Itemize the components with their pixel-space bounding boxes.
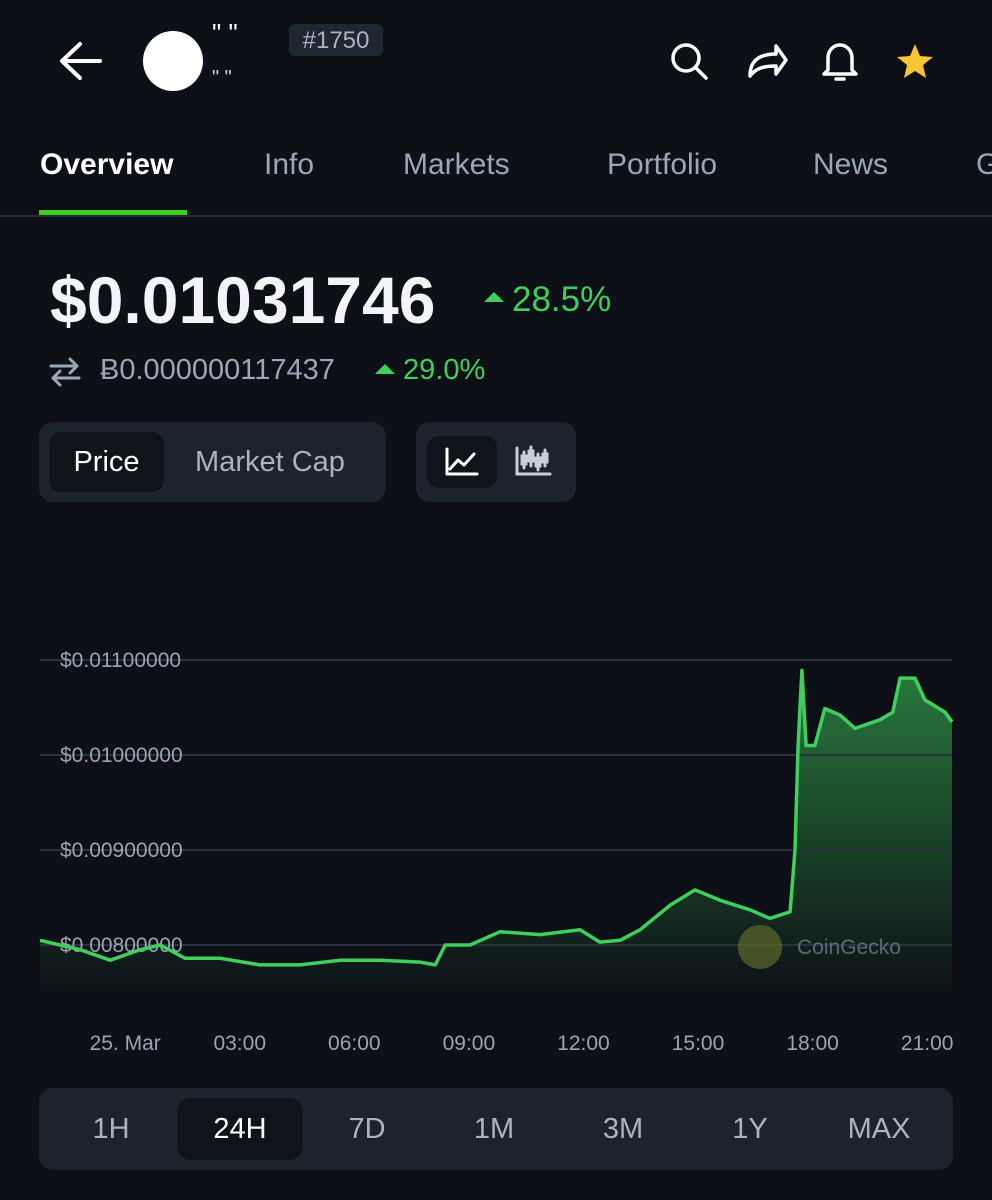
divider [0, 215, 992, 217]
coin-name: " " [212, 18, 238, 48]
bell-icon[interactable] [822, 43, 858, 81]
btc-change: 29.0% [403, 354, 486, 386]
x-tick-label: 21:00 [901, 1032, 954, 1055]
tab[interactable]: Info [264, 148, 315, 181]
price-area [40, 670, 952, 993]
rank-badge [289, 24, 383, 56]
price-btc: Ƀ0.000000117437 [100, 354, 335, 386]
toggle-option[interactable]: Market Cap [195, 445, 345, 478]
watermark-text: CoinGecko [797, 936, 901, 959]
x-tick-label: 09:00 [443, 1032, 496, 1055]
tab[interactable]: Markets [403, 148, 510, 181]
tab[interactable]: News [813, 148, 889, 181]
y-tick-label: $0.00900000 [60, 839, 183, 862]
header: " " " " #1750 [60, 18, 933, 91]
search-icon[interactable] [671, 43, 708, 80]
x-tick-label: 06:00 [328, 1032, 381, 1055]
tab[interactable]: Overview [40, 148, 174, 181]
x-tick-label: 12:00 [557, 1032, 610, 1055]
candle-chart-button[interactable] [510, 436, 560, 488]
range-option[interactable]: 3M [602, 1112, 644, 1145]
rank: #1750 [303, 27, 370, 54]
coin-avatar [143, 31, 203, 91]
share-icon[interactable] [748, 44, 788, 78]
x-tick-label: 18:00 [786, 1032, 839, 1055]
tab-indicator [39, 210, 187, 215]
x-tick-label: 15:00 [672, 1032, 725, 1055]
up-arrow [484, 292, 504, 302]
tab[interactable]: Portfolio [607, 148, 718, 181]
tab[interactable]: G [976, 148, 992, 181]
price-usd: $0.01031746 [50, 263, 436, 337]
up-arrow [375, 364, 395, 374]
range-option[interactable]: 1H [92, 1112, 130, 1145]
range-option[interactable]: 7D [348, 1112, 386, 1145]
range-option[interactable]: MAX [847, 1112, 911, 1145]
range-option[interactable]: 1Y [732, 1112, 768, 1145]
range-option[interactable]: 1M [473, 1112, 515, 1145]
toggle-option[interactable]: Price [49, 432, 164, 492]
y-tick-label: $0.01100000 [60, 649, 181, 672]
y-tick-label: $0.00800000 [60, 934, 183, 957]
range-option[interactable]: 24H [177, 1098, 303, 1160]
back-button[interactable] [60, 42, 102, 80]
price-change: 28.5% [512, 280, 612, 319]
price-chart: $0.01100000 $0.01000000 $0.00900000 $0.0080… [39, 649, 954, 1055]
x-tick-label: 25. Mar [90, 1032, 161, 1055]
swap-icon [49, 357, 81, 387]
price-line [39, 668, 954, 967]
line-chart-button[interactable] [427, 436, 497, 488]
favorite-star[interactable] [897, 44, 933, 78]
x-tick-label: 03:00 [213, 1032, 266, 1055]
coin-name-sub: " " [212, 67, 232, 89]
watermark: CoinGecko [738, 925, 901, 969]
y-tick-label: $0.01000000 [60, 744, 183, 767]
